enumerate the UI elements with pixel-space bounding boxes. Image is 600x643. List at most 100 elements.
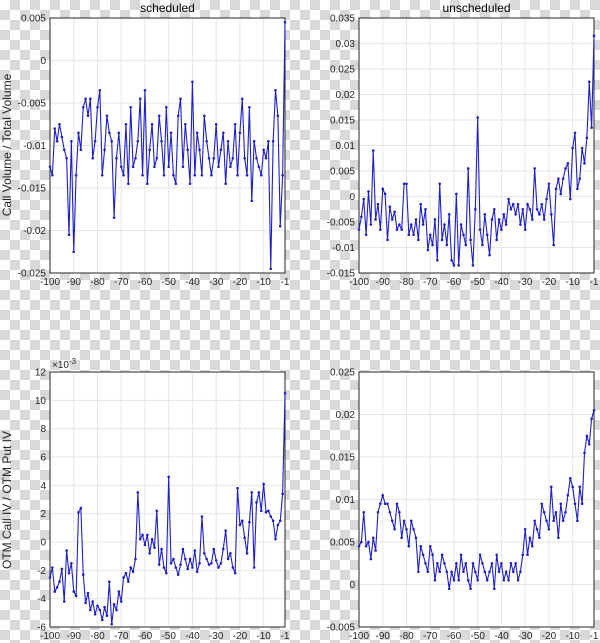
data-point [96, 105, 99, 109]
data-point [547, 182, 551, 186]
data-point [576, 519, 579, 523]
data-point [495, 238, 498, 242]
data-point [77, 131, 80, 135]
data-point [417, 238, 420, 242]
data-point [221, 547, 225, 551]
x-tick-label: -90 [376, 631, 391, 642]
data-point [262, 148, 265, 152]
data-point [136, 139, 140, 143]
data-point [440, 238, 444, 242]
y-exponent-label: ×10-3 [52, 357, 77, 371]
data-point [70, 139, 73, 143]
data-point [357, 544, 361, 548]
data-point [447, 587, 451, 591]
data-point [236, 486, 239, 490]
data-point [528, 536, 532, 540]
data-point [74, 173, 78, 177]
data-point [136, 491, 140, 494]
data-point [493, 207, 496, 211]
data-point [438, 570, 442, 574]
data-point [450, 258, 453, 262]
data-point [191, 80, 194, 84]
data-point [238, 131, 242, 135]
data-point [488, 253, 491, 257]
data-point [568, 476, 572, 480]
data-point [224, 182, 227, 186]
data-point [490, 218, 494, 221]
data-point [566, 493, 570, 497]
data-point [431, 243, 434, 247]
data-point [428, 233, 432, 237]
data-point [259, 509, 263, 513]
data-point [360, 215, 363, 219]
data-point [124, 571, 128, 575]
data-point [205, 557, 208, 561]
data-point [193, 173, 197, 177]
data-point [419, 544, 423, 548]
data-point [381, 493, 385, 497]
data-point [504, 570, 508, 574]
data-point [455, 561, 458, 565]
x-tick-label: -30 [209, 631, 224, 642]
chart-panel-3: -100 -90 -80 -70 -60 -50 -40 -30 -20 -10 -1-6-4-20… [35, 357, 290, 642]
data-point [274, 537, 277, 541]
data-point [523, 228, 527, 231]
data-point [131, 570, 135, 574]
data-point [98, 608, 102, 612]
data-point [264, 156, 268, 160]
data-point [214, 559, 218, 562]
data-point [153, 165, 156, 169]
data-point [483, 213, 487, 216]
data-point [414, 218, 418, 221]
y-axis-label-bottom: OTM Call IV / OTM Put IV [0, 431, 14, 569]
data-point [281, 492, 284, 496]
y-tick-label: 0 [349, 580, 355, 591]
data-point [516, 578, 520, 582]
data-point [231, 156, 235, 160]
data-point [576, 187, 579, 191]
x-tick-label: -1 [590, 631, 599, 642]
data-point [580, 502, 584, 506]
data-point [566, 162, 570, 165]
data-point [257, 491, 261, 494]
data-point [476, 116, 479, 119]
data-point [438, 182, 442, 186]
data-point [162, 566, 166, 569]
data-point [407, 233, 411, 237]
data-point [129, 566, 133, 569]
data-point [129, 105, 133, 109]
data-point [267, 139, 270, 143]
data-point [509, 207, 513, 211]
data-point [457, 578, 460, 582]
data-point [58, 580, 61, 583]
data-point [578, 177, 582, 180]
data-point [433, 218, 437, 221]
data-point [143, 88, 147, 92]
data-point [400, 536, 404, 540]
data-point [412, 527, 415, 531]
data-point [369, 557, 373, 561]
data-point [383, 502, 387, 506]
data-point [540, 202, 544, 206]
data-point [587, 442, 591, 446]
data-point [393, 527, 396, 531]
data-point [488, 570, 491, 574]
data-point [188, 557, 192, 561]
data-point [77, 510, 80, 514]
data-point [172, 557, 175, 561]
data-point [424, 207, 427, 211]
data-point [226, 557, 230, 561]
data-point [374, 218, 377, 221]
data-point [236, 173, 239, 177]
y-tick-label: 0.02 [336, 410, 356, 421]
data-point [478, 553, 482, 557]
data-point [103, 148, 106, 152]
data-point [86, 591, 90, 595]
x-tick-label: -70 [114, 277, 129, 288]
data-point [271, 519, 275, 523]
data-point [459, 223, 463, 226]
y-tick-label: 6 [40, 453, 46, 464]
x-tick-label: -100 [40, 277, 60, 288]
data-point [592, 408, 596, 412]
